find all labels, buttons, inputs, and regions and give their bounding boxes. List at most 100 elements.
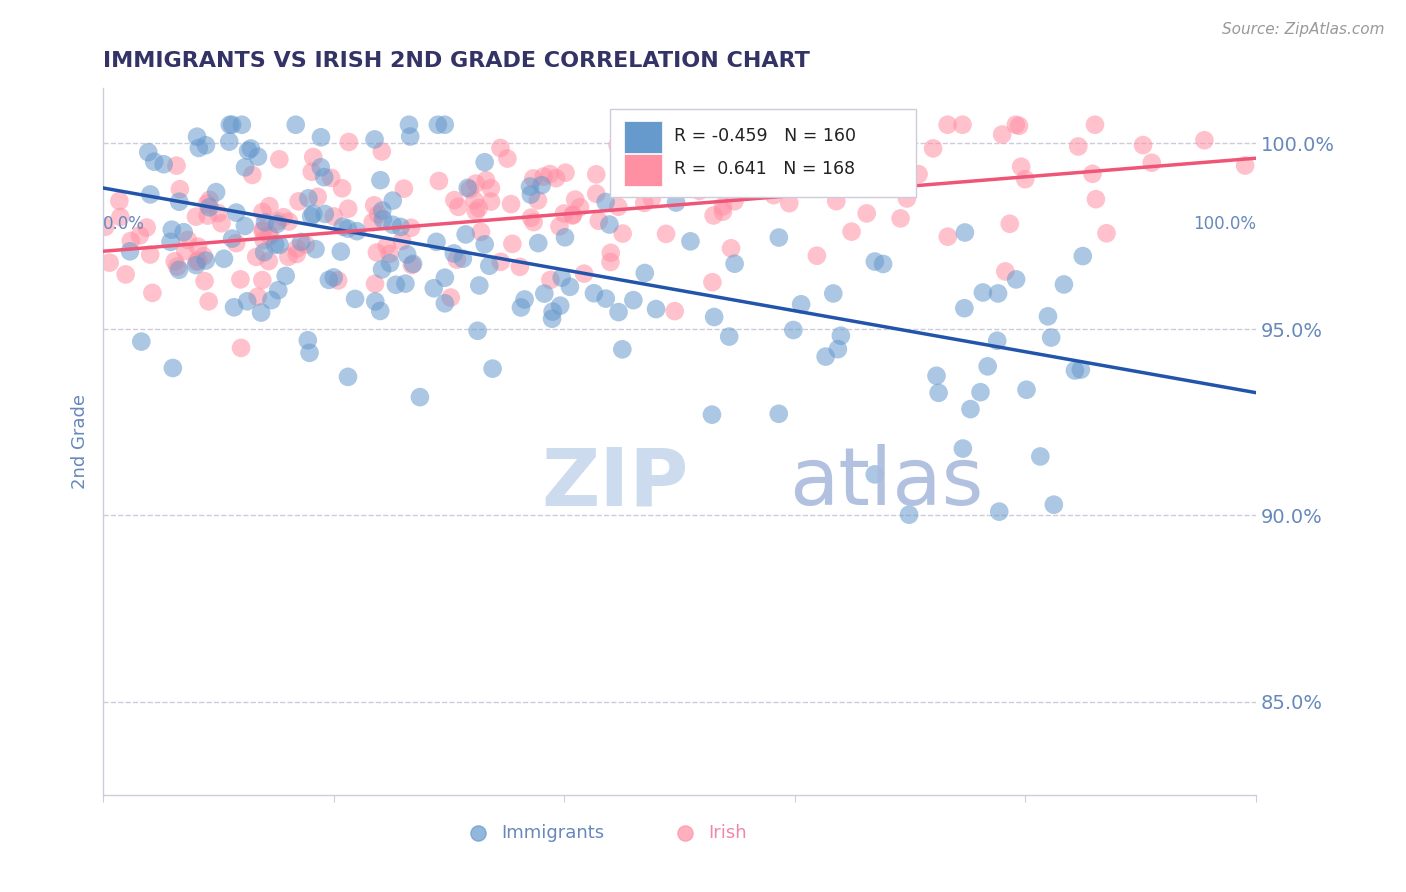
Point	[118, 244, 141, 259]
Point	[510, 301, 533, 315]
Point	[309, 161, 332, 175]
Text: R = -0.459   N = 160: R = -0.459 N = 160	[673, 127, 856, 145]
Point	[277, 214, 299, 228]
Point	[679, 235, 702, 249]
Point	[702, 275, 724, 289]
Point	[174, 244, 197, 258]
FancyBboxPatch shape	[624, 120, 662, 153]
Point	[290, 235, 312, 249]
Point	[264, 237, 287, 252]
Point	[735, 132, 758, 146]
Point	[688, 184, 710, 198]
Point	[1014, 172, 1036, 186]
Point	[875, 153, 897, 167]
Point	[253, 233, 276, 247]
Point	[193, 274, 215, 288]
Text: 0.0%: 0.0%	[103, 215, 145, 233]
Point	[1071, 249, 1094, 263]
Point	[538, 273, 561, 287]
Point	[778, 196, 800, 211]
Point	[361, 215, 384, 229]
Point	[606, 138, 628, 153]
Point	[257, 254, 280, 268]
Point	[478, 259, 501, 273]
Point	[1070, 362, 1092, 376]
Point	[527, 236, 550, 251]
Point	[330, 181, 353, 195]
Point	[834, 123, 856, 137]
Point	[371, 145, 394, 159]
Text: 100.0%: 100.0%	[1192, 215, 1256, 233]
Point	[399, 220, 422, 235]
FancyBboxPatch shape	[624, 154, 662, 186]
Point	[344, 292, 367, 306]
Point	[193, 249, 215, 263]
Point	[925, 368, 948, 383]
Point	[655, 227, 678, 241]
Point	[907, 167, 929, 181]
Point	[252, 222, 274, 236]
Point	[501, 236, 523, 251]
Text: IMMIGRANTS VS IRISH 2ND GRADE CORRELATION CHART: IMMIGRANTS VS IRISH 2ND GRADE CORRELATIO…	[103, 51, 810, 70]
Point	[463, 194, 485, 208]
Point	[827, 178, 849, 192]
Point	[229, 341, 252, 355]
Point	[1005, 272, 1028, 286]
Point	[186, 254, 208, 268]
Point	[607, 305, 630, 319]
Text: atlas: atlas	[789, 444, 983, 523]
Point	[994, 264, 1017, 278]
FancyBboxPatch shape	[610, 109, 915, 197]
Text: ZIP: ZIP	[541, 444, 689, 523]
Point	[128, 228, 150, 243]
Point	[211, 216, 233, 230]
Point	[160, 222, 183, 236]
Point	[301, 165, 323, 179]
Point	[314, 207, 336, 221]
Point	[1015, 383, 1038, 397]
Point	[186, 129, 208, 144]
Point	[212, 252, 235, 266]
Point	[368, 304, 391, 318]
Point	[246, 290, 269, 304]
Point	[443, 193, 465, 207]
Point	[896, 191, 918, 205]
Point	[274, 268, 297, 283]
Point	[267, 283, 290, 297]
Point	[1040, 330, 1063, 344]
Point	[479, 194, 502, 209]
Point	[114, 268, 136, 282]
Point	[257, 227, 280, 242]
Point	[381, 218, 404, 232]
Point	[229, 272, 252, 286]
Point	[823, 286, 845, 301]
Point	[720, 241, 742, 255]
Point	[768, 407, 790, 421]
Point	[755, 174, 778, 188]
Point	[464, 177, 486, 191]
Point	[520, 211, 543, 225]
Point	[177, 233, 200, 247]
Point	[1064, 363, 1087, 377]
Point	[427, 174, 450, 188]
Point	[236, 144, 259, 158]
Text: Irish: Irish	[709, 824, 747, 842]
Point	[396, 247, 419, 261]
Point	[184, 258, 207, 272]
Point	[332, 219, 354, 234]
Point	[1084, 192, 1107, 206]
Point	[197, 209, 219, 223]
Point	[253, 245, 276, 260]
Point	[825, 194, 848, 209]
Point	[953, 226, 976, 240]
Point	[167, 262, 190, 277]
Point	[370, 173, 392, 187]
Point	[221, 118, 243, 132]
Point	[790, 297, 813, 311]
Text: Source: ZipAtlas.com: Source: ZipAtlas.com	[1222, 22, 1385, 37]
Point	[337, 135, 360, 149]
Point	[394, 277, 416, 291]
Point	[221, 231, 243, 245]
Point	[433, 296, 456, 310]
Point	[1081, 167, 1104, 181]
